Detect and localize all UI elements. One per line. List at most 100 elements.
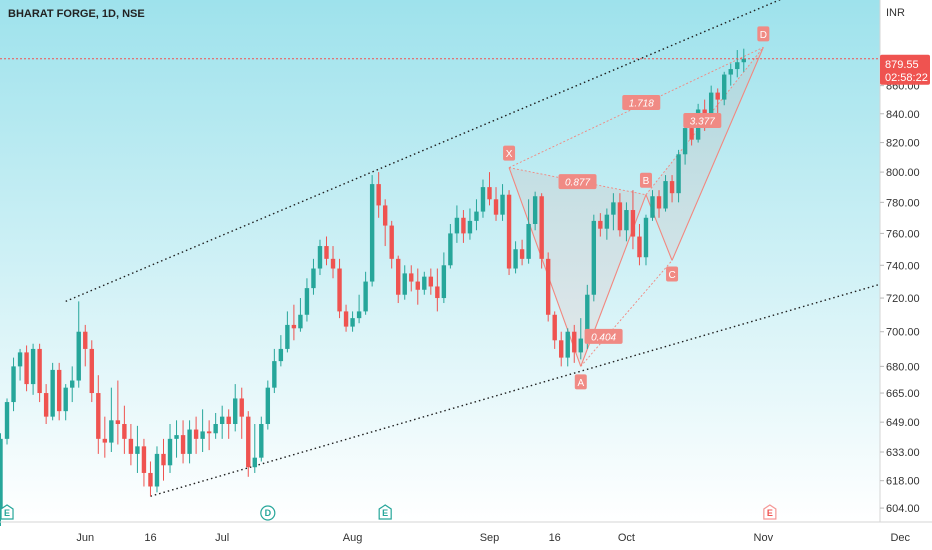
candle-body <box>487 187 492 200</box>
candle-body <box>43 393 49 417</box>
candle-body <box>611 202 616 215</box>
pattern-fill-bcd <box>645 47 764 261</box>
price-axis[interactable]: 860.00840.00820.00800.00780.00760.00740.… <box>880 81 920 515</box>
candle <box>343 304 349 332</box>
ratio-label-2-bg <box>683 112 722 128</box>
candle <box>617 193 623 237</box>
channel-lines <box>65 0 932 497</box>
ratio-label-3: 1.718 <box>622 95 661 111</box>
candle-body <box>324 246 329 259</box>
candle-body <box>722 74 727 100</box>
candle-body <box>396 258 401 295</box>
price-tick-label: 649.00 <box>886 417 920 429</box>
candle-body <box>317 246 323 269</box>
candle <box>513 241 518 274</box>
candle-body <box>311 268 316 289</box>
candle <box>415 268 420 305</box>
candle-body <box>233 398 238 425</box>
ratio-label-1-text: 0.404 <box>591 332 616 343</box>
candle <box>591 214 597 302</box>
candle-body <box>206 431 212 434</box>
point-label-c-bg <box>666 266 679 282</box>
candle <box>180 420 186 464</box>
candle-body <box>435 286 440 299</box>
candle-body <box>89 348 94 394</box>
point-label-d: D <box>757 26 770 42</box>
candle-body <box>193 429 199 439</box>
price-tick-label: 740.00 <box>886 260 920 272</box>
candle <box>435 268 440 312</box>
candle-body <box>272 361 277 388</box>
price-tick-label: 720.00 <box>886 293 920 305</box>
candle-body <box>226 416 231 425</box>
candle-body <box>741 58 746 63</box>
candle <box>246 411 251 477</box>
candle-body <box>141 446 147 473</box>
event-marker: E <box>0 504 14 520</box>
candle <box>96 375 101 454</box>
candle-body <box>708 92 714 123</box>
price-tick-label: 780.00 <box>886 197 920 209</box>
ratio-label-1-bg <box>584 328 623 344</box>
candle <box>422 271 427 295</box>
candle-body <box>63 387 68 412</box>
candle <box>604 208 610 240</box>
chart-title: BHARAT FORGE, 1D, NSE <box>8 8 145 20</box>
candle <box>474 199 479 231</box>
currency-label: INR <box>886 7 905 19</box>
last-price-value: 879.55 <box>885 59 919 71</box>
time-axis[interactable]: Jun16JulAugSep16OctNovDec16 <box>76 532 932 544</box>
candle <box>669 175 675 203</box>
candle <box>154 446 160 493</box>
candle <box>350 311 355 332</box>
candle-body <box>350 318 355 327</box>
candle <box>278 335 284 367</box>
point-label-b: B <box>639 172 652 188</box>
countdown-value: 02:58:22 <box>885 72 928 84</box>
candle-body <box>389 225 394 259</box>
candle-body <box>669 181 675 194</box>
candles <box>0 48 746 527</box>
point-label-c-text: C <box>668 270 675 281</box>
candle-body <box>663 181 668 209</box>
candle-body <box>219 416 225 425</box>
candle <box>43 384 49 425</box>
candle <box>122 405 127 454</box>
candle <box>409 265 414 292</box>
candle <box>89 340 94 403</box>
candle-body <box>128 438 134 454</box>
candle-body <box>689 128 694 140</box>
candle <box>167 424 173 473</box>
candle <box>461 210 466 243</box>
candle-body <box>213 424 218 434</box>
candle <box>643 214 649 266</box>
price-tick-label: 618.00 <box>886 476 920 488</box>
candle <box>396 255 401 304</box>
candle-body <box>454 217 460 234</box>
candle-body <box>180 435 186 454</box>
candle <box>552 311 557 349</box>
candle-body <box>650 196 655 218</box>
candle-body <box>252 457 257 468</box>
candle <box>83 324 88 367</box>
candle <box>304 278 310 322</box>
time-tick-label: Sep <box>480 532 500 544</box>
candle <box>193 416 199 454</box>
candle-body <box>376 184 381 206</box>
candle-body <box>96 393 101 439</box>
price-tick-label: 840.00 <box>886 109 920 121</box>
candle <box>50 362 55 421</box>
candle <box>441 252 447 304</box>
candle-body <box>532 196 538 225</box>
candle <box>545 252 551 322</box>
candle <box>500 184 505 221</box>
time-tick-label: 16 <box>549 532 561 544</box>
candle-body <box>0 438 3 517</box>
ratio-label-3-bg <box>622 95 661 111</box>
candle <box>715 88 720 114</box>
candle <box>239 387 244 439</box>
candle-body <box>278 348 284 362</box>
plot-background <box>0 0 880 522</box>
